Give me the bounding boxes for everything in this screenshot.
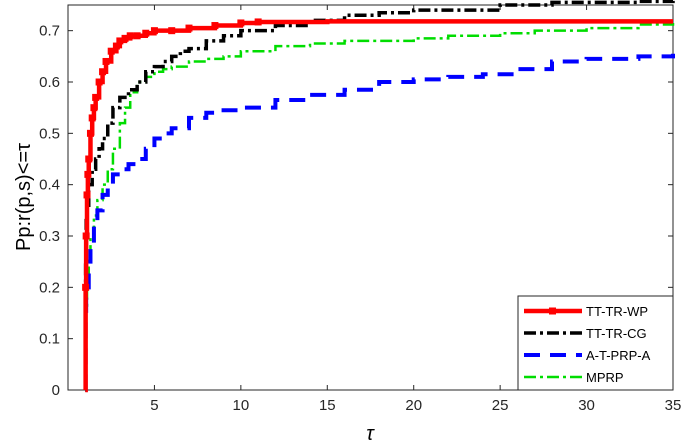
- x-tick-label: 10: [233, 397, 250, 414]
- series-marker: [84, 170, 92, 178]
- series-marker: [82, 232, 90, 240]
- series-marker: [95, 78, 103, 86]
- y-tick-label: 0.6: [39, 74, 60, 91]
- legend-label: A-T-PRP-A: [586, 348, 651, 363]
- series-marker: [83, 191, 91, 199]
- series-marker: [92, 93, 100, 101]
- series-marker: [237, 19, 245, 27]
- series-marker: [116, 37, 124, 45]
- series-marker: [121, 34, 129, 42]
- x-tick-label: 30: [578, 397, 595, 414]
- series-layer: [82, 0, 675, 393]
- y-tick-label: 0.3: [39, 228, 60, 245]
- y-tick-label: 0.5: [39, 125, 60, 142]
- x-tick-label: 20: [405, 397, 422, 414]
- series-marker: [112, 42, 120, 50]
- series-marker: [107, 47, 115, 55]
- legend: TT-TR-WP TT-TR-CG A-T-PRP-A MPRP: [517, 295, 674, 391]
- legend-marker: [549, 307, 556, 315]
- series-marker: [133, 32, 141, 40]
- legend-label: TT-TR-CG: [586, 326, 647, 341]
- series-line-a-t-prp-a: [83, 53, 675, 392]
- x-tick-label: 15: [319, 397, 336, 414]
- x-axis-label: τ: [366, 423, 375, 443]
- series-marker: [142, 29, 150, 37]
- series-marker: [90, 104, 98, 112]
- series-marker: [82, 283, 90, 291]
- x-axis-ticks: 5 10 15 20 25 30 35: [150, 5, 681, 414]
- series-marker: [126, 32, 134, 40]
- series-marker: [88, 114, 96, 122]
- series-marker: [168, 27, 176, 35]
- y-tick-label: 0.1: [39, 331, 60, 348]
- y-axis-label: Pp:r(p,s)<=τ: [13, 143, 35, 251]
- series-marker: [99, 68, 107, 76]
- legend-label: MPRP: [586, 370, 624, 385]
- y-tick-label: 0.7: [39, 23, 60, 40]
- series-marker: [211, 22, 219, 30]
- series-marker: [102, 57, 110, 65]
- y-tick-label: 0.4: [39, 177, 60, 194]
- series-marker: [254, 18, 262, 26]
- x-tick-label: 35: [665, 397, 682, 414]
- legend-label: TT-TR-WP: [586, 304, 648, 319]
- series-marker: [185, 24, 193, 32]
- x-tick-label: 25: [492, 397, 509, 414]
- y-axis-ticks: 0 0.1 0.2 0.3 0.4 0.5 0.6 0.7: [39, 23, 673, 399]
- series-marker: [150, 27, 158, 35]
- series-marker: [86, 129, 94, 137]
- series-line-tt-tr-cg: [83, 0, 675, 392]
- series-marker: [85, 155, 93, 163]
- y-tick-label: 0.2: [39, 279, 60, 296]
- x-tick-label: 5: [150, 397, 158, 414]
- y-tick-label: 0: [52, 382, 60, 399]
